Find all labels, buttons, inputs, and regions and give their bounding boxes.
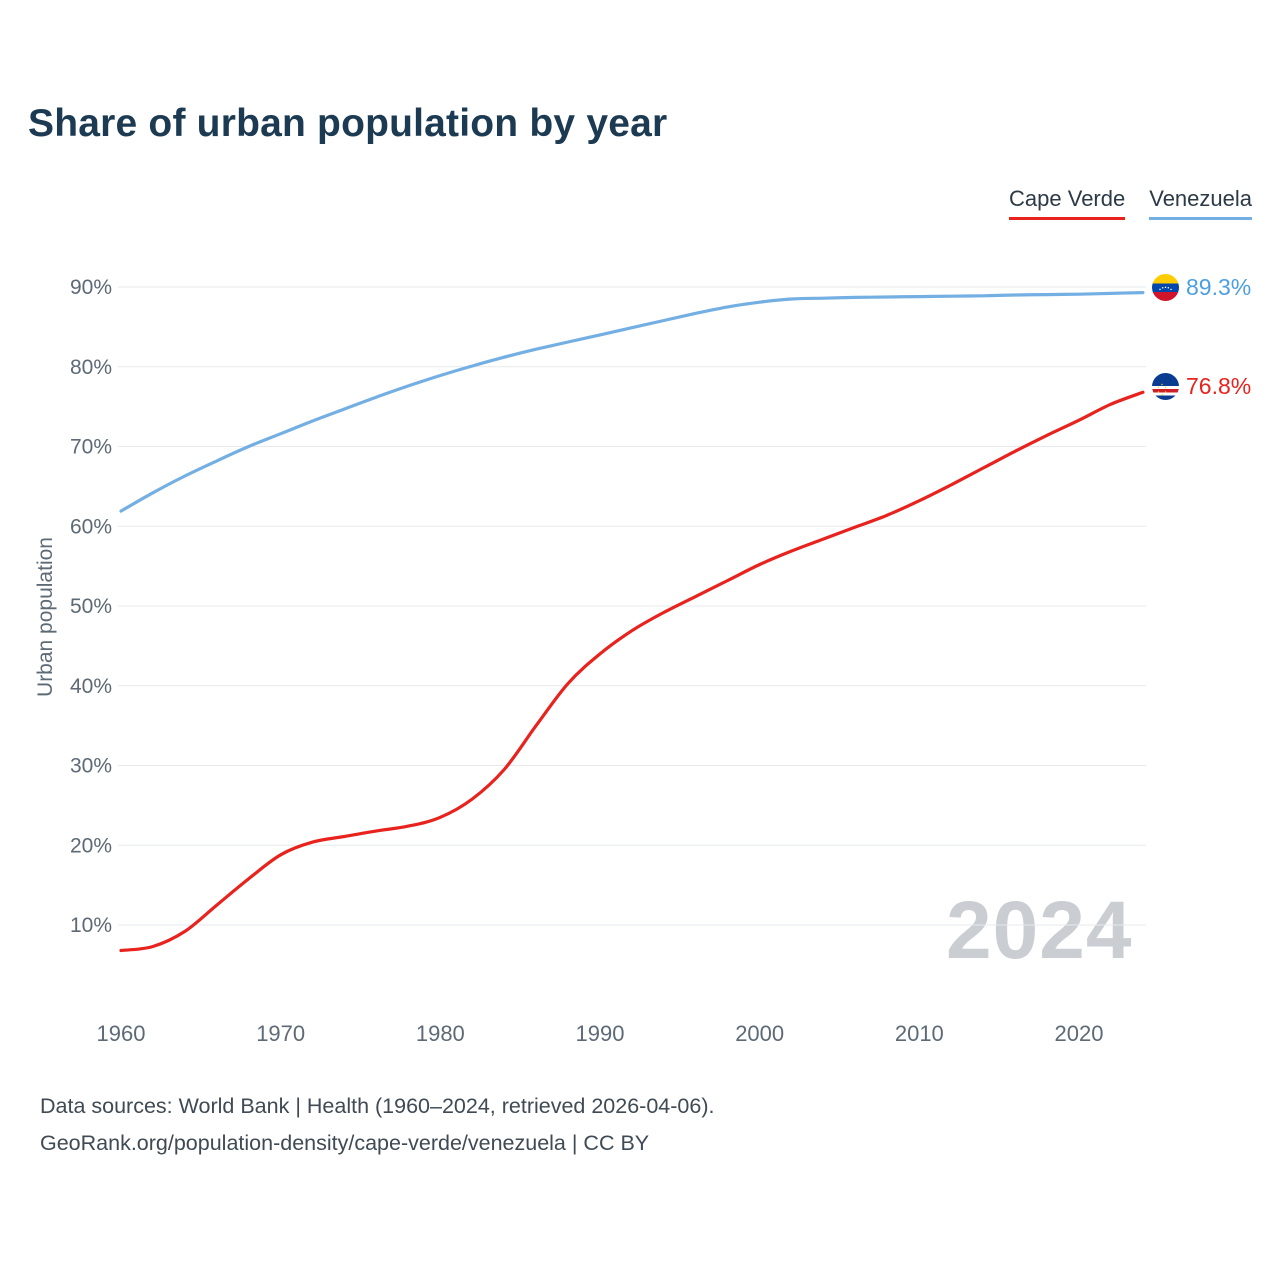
x-tick-label: 2000 [735,1021,784,1046]
y-tick-label: 80% [70,356,112,379]
venezuela-end-value: 89.3% [1186,274,1252,300]
y-axis-label: Urban population [34,537,57,697]
x-tick-label: 2020 [1055,1021,1104,1046]
cape-verde-line [119,390,1145,953]
x-tick-label: 1960 [97,1021,146,1046]
watermark-year: 2024 [946,885,1133,976]
x-tick-label: 1980 [416,1021,465,1046]
y-tick-label: 20% [70,834,112,857]
venezuela-line [119,291,1145,513]
footer-attribution-line: GeoRank.org/population-density/cape-verd… [40,1131,650,1155]
cape-verde-end-value: 76.8% [1186,373,1252,399]
y-tick-label: 90% [70,276,112,299]
page-title: Share of urban population by year [28,102,668,145]
y-tick-label: 40% [70,675,112,698]
cape-verde-end-label: 76.8% [1152,373,1251,400]
x-tick-label: 2010 [895,1021,944,1046]
footer-sources-line: Data sources: World Bank | Health (1960–… [40,1094,715,1118]
y-tick-label: 50% [70,595,112,618]
legend: Cape Verde Venezuela [1009,186,1252,220]
y-tick-label: 30% [70,755,112,778]
cape-verde-flag-icon [1152,373,1179,400]
venezuela-flag-icon [1152,274,1179,301]
venezuela-end-label: 89.3% [1152,274,1251,301]
y-tick-label: 70% [70,436,112,459]
y-tick-label: 10% [70,914,112,937]
legend-item-venezuela[interactable]: Venezuela [1149,186,1252,220]
x-tick-label: 1990 [576,1021,625,1046]
legend-item-cape-verde[interactable]: Cape Verde [1009,186,1126,220]
x-tick-label: 1970 [256,1021,305,1046]
footer: Data sources: World Bank | Health (1960–… [40,1088,714,1162]
y-tick-label: 60% [70,515,112,538]
